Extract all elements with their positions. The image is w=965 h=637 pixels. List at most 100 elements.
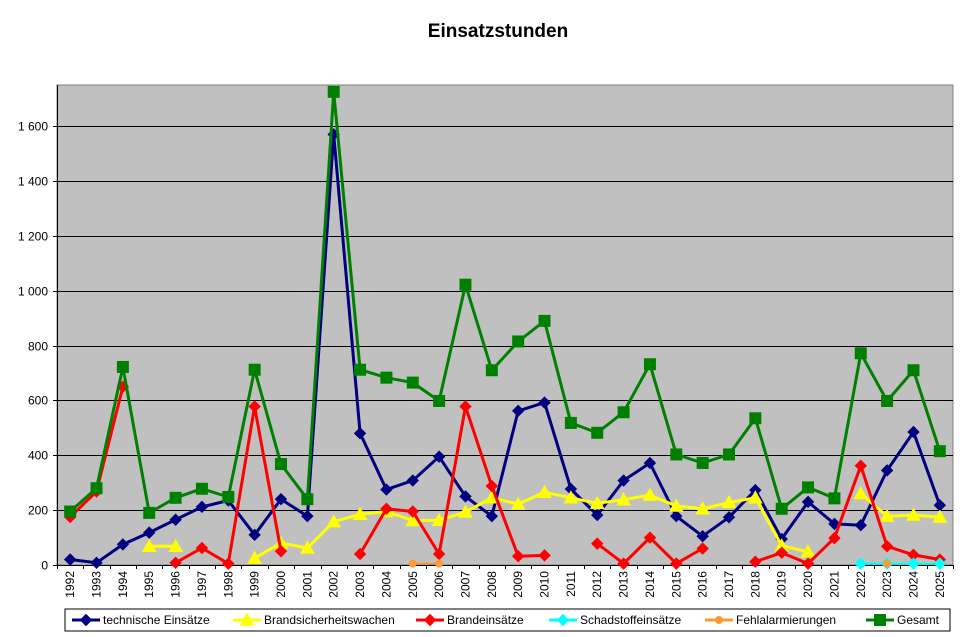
- series-line-technische-einsaetze: [70, 132, 942, 565]
- data-point-gesamt-2009: [512, 335, 525, 348]
- y-tick-label-1600: 1 600: [18, 120, 48, 134]
- data-point-gesamt-1995: [143, 506, 156, 519]
- data-point-brandeinsaetze-2009: [511, 550, 525, 563]
- x-tick-label-2018: 2018: [748, 571, 762, 598]
- data-point-gesamt-2023: [881, 394, 894, 407]
- data-point-technische-einsaetze-2017: [722, 511, 736, 524]
- data-point-brandeinsaetze-2008: [485, 479, 499, 493]
- data-point-technische-einsaetze-1994: [116, 538, 130, 551]
- y-tick-label-600: 600: [28, 394, 48, 408]
- series-gesamt: [64, 85, 946, 519]
- data-point-brandeinsaetze-2016: [696, 542, 709, 555]
- legend-marker-technische-einsaetze: [79, 613, 93, 627]
- legend-label-technische-einsaetze: technische Einsätze: [103, 613, 210, 627]
- data-point-gesamt-2003: [354, 363, 367, 376]
- data-point-technische-einsaetze-2016: [696, 529, 709, 543]
- legend-marker-schadstoffeinsaetze: [556, 613, 570, 627]
- data-point-schadstoffeinsaetze-2022: [854, 557, 867, 570]
- data-point-brandeinsaetze-1997: [195, 541, 209, 555]
- x-axis: 1992 1993 1994 1995 1996 1997 1998 1999 2000 2001…: [57, 565, 954, 598]
- data-point-technische-einsaetze-2007: [459, 490, 472, 503]
- x-tick-label-1993: 1993: [90, 571, 104, 598]
- data-point-brandsicherheitswachen-2014: [642, 487, 658, 501]
- data-point-brandeinsaetze-2014: [643, 531, 657, 544]
- data-point-gesamt-1998: [222, 490, 235, 503]
- legend-label-brandeinsaetze: Brandeinsätze: [447, 613, 524, 627]
- x-tick-label-2025: 2025: [933, 571, 947, 598]
- x-tick-label-2022: 2022: [854, 571, 868, 598]
- data-point-brandsicherheitswachen-2007: [458, 504, 473, 518]
- data-point-technische-einsaetze-2015: [670, 509, 683, 523]
- data-point-gesamt-2000: [275, 458, 287, 471]
- x-tick-label-2020: 2020: [801, 571, 815, 598]
- data-point-brandeinsaetze-2000: [274, 545, 288, 558]
- legend-marker-gesamt: [874, 614, 886, 626]
- data-point-technische-einsaetze-2000: [274, 492, 288, 506]
- x-tick-label-2010: 2010: [538, 571, 552, 598]
- data-point-gesamt-2015: [670, 448, 683, 461]
- data-point-gesamt-2012: [591, 426, 604, 439]
- legend-label-brandsicherheitswachen: Brandsicherheitswachen: [264, 613, 395, 627]
- legend-item-schadstoffeinsaetze: Schadstoffeinsätze: [549, 613, 682, 627]
- x-tick-label-2002: 2002: [327, 571, 341, 598]
- data-point-brandsicherheitswachen-2016: [695, 501, 710, 515]
- y-tick-label-1400: 1 400: [18, 175, 48, 189]
- data-point-gesamt-2002: [327, 85, 340, 98]
- x-tick-label-2008: 2008: [485, 571, 499, 598]
- x-tick-label-2009: 2009: [511, 571, 525, 598]
- x-tick-label-2014: 2014: [643, 571, 657, 598]
- data-point-brandeinsaetze-2023: [880, 540, 894, 553]
- x-tick-label-1992: 1992: [63, 571, 77, 598]
- series-line-gesamt: [69, 90, 942, 515]
- data-point-brandsicherheitswachen-2012: [589, 495, 605, 509]
- data-point-gesamt-2004: [380, 371, 393, 384]
- x-tick-label-2016: 2016: [696, 571, 710, 598]
- data-point-gesamt-1992: [64, 505, 77, 518]
- data-point-technische-einsaetze-2010: [538, 396, 551, 409]
- data-point-brandsicherheitswachen-2017: [721, 494, 737, 509]
- data-point-gesamt-1996: [169, 491, 182, 504]
- legend-item-brandsicherheitswachen: Brandsicherheitswachen: [233, 612, 395, 627]
- data-point-brandsicherheitswachen-2025: [932, 509, 948, 523]
- data-point-gesamt-2014: [643, 358, 656, 371]
- data-point-brandsicherheitswachen-2024: [906, 507, 921, 521]
- data-point-technische-einsaetze-2024: [907, 425, 920, 439]
- series-line-brandsicherheitswachen: [253, 490, 809, 560]
- data-point-brandsicherheitswachen-2020: [800, 544, 816, 558]
- data-point-gesamt-2005: [406, 376, 419, 389]
- data-point-technische-einsaetze-1993: [90, 556, 103, 570]
- y-tick-label-1200: 1 200: [18, 230, 48, 244]
- data-point-brandsicherheitswachen-2018: [748, 490, 763, 504]
- data-point-brandsicherheitswachen-2006: [431, 512, 447, 526]
- data-point-technische-einsaetze-2014: [643, 456, 657, 470]
- data-point-brandeinsaetze-2005: [406, 505, 419, 518]
- legend-marker-brandeinsaetze: [423, 613, 437, 627]
- series-fehlalarmierungen: [408, 559, 892, 568]
- data-point-gesamt-1994: [116, 360, 129, 373]
- data-point-brandeinsaetze-2003: [353, 547, 367, 561]
- data-point-technische-einsaetze-2001: [301, 509, 314, 523]
- data-point-technische-einsaetze-2013: [617, 474, 630, 487]
- data-point-brandeinsaetze-2022: [854, 459, 867, 472]
- x-tick-label-2024: 2024: [906, 571, 920, 598]
- data-point-technische-einsaetze-2012: [591, 508, 604, 522]
- legend-item-technische-einsaetze: technische Einsätze: [72, 613, 210, 627]
- data-point-brandeinsaetze-2007: [459, 400, 472, 413]
- legend-item-fehlalarmierungen: Fehlalarmierungen: [705, 613, 836, 627]
- legend-label-schadstoffeinsaetze: Schadstoffeinsätze: [580, 613, 682, 627]
- data-point-brandeinsaetze-1998: [222, 557, 235, 570]
- data-point-technische-einsaetze-1999: [248, 528, 261, 542]
- data-point-gesamt-2011: [564, 416, 577, 429]
- x-tick-label-2023: 2023: [880, 571, 894, 598]
- data-point-gesamt-2006: [433, 394, 446, 407]
- data-point-brandeinsaetze-2015: [670, 557, 683, 570]
- data-point-technische-einsaetze-2009: [511, 404, 525, 418]
- data-point-gesamt-1993: [90, 482, 103, 495]
- data-point-brandsicherheitswachen-2003: [352, 506, 368, 520]
- x-tick-label-2003: 2003: [353, 571, 367, 598]
- data-point-gesamt-2017: [723, 448, 735, 461]
- data-point-brandsicherheitswachen-2010: [537, 484, 552, 499]
- data-point-brandeinsaetze-2018: [749, 555, 762, 568]
